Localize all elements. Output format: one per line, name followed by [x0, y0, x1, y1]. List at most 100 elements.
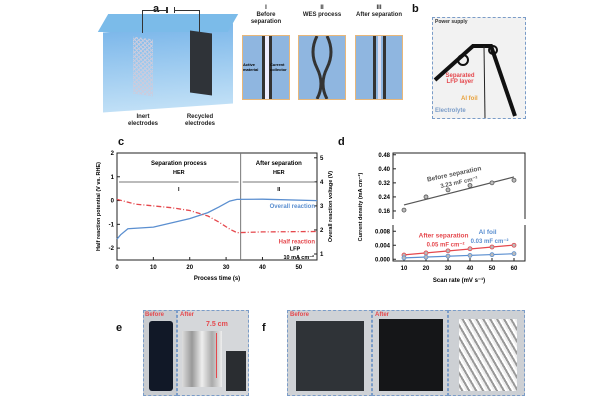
recycled-electrode [190, 30, 212, 96]
photo-f-after: After [372, 310, 448, 396]
legend-overall: Overall reaction [270, 204, 316, 210]
y-tick-label: 0.004 [375, 243, 391, 249]
inert-electrodes-label: Inert electrodes [128, 114, 159, 127]
separated-lfp-label: Separated LFP layer [445, 73, 475, 85]
before-label: Before [290, 312, 310, 318]
data-point [467, 253, 473, 258]
y-tick-label: -2 [109, 246, 115, 252]
plot-frame [392, 152, 526, 262]
y2-tick-label: 1 [320, 252, 324, 258]
data-point [467, 246, 473, 252]
region-number: I [178, 187, 180, 193]
series-capacitance: 0.05 mF cm⁻² [427, 242, 465, 249]
region-subtitle: HER [173, 170, 185, 176]
panel-b-photo: Power supply Separated LFP layer Al foil… [432, 17, 526, 119]
x-tick-label: 50 [295, 265, 302, 271]
data-point [511, 251, 517, 257]
photo-e-after: After 7.5 cm [177, 310, 249, 396]
annotation: 10 mA cm⁻² [283, 254, 314, 261]
after-label: After [375, 312, 390, 318]
panel-d-label: d [338, 136, 345, 148]
series-label: Al foil [479, 229, 497, 236]
electrolyte-label: Electrolyte [435, 108, 466, 114]
data-point [423, 194, 429, 200]
panel-c-label: c [118, 136, 125, 148]
data-point [445, 187, 451, 193]
y-tick-label: 0.16 [378, 209, 390, 215]
data-point [423, 250, 429, 256]
photo-e-before: Before [143, 310, 177, 396]
panel-e-label: e [116, 322, 123, 334]
y-tick-label: 2 [111, 151, 115, 157]
x-axis-label: Scan rate (mV s⁻¹) [433, 277, 485, 284]
fit-line [403, 176, 515, 206]
y-tick-label: 0.48 [378, 153, 390, 159]
x-tick-label: 20 [186, 265, 193, 271]
y2-axis-label: Overall reaction voltage (V) [328, 171, 334, 242]
step-3-title: III After separation [355, 5, 402, 18]
y2-tick-label: 4 [320, 180, 324, 186]
step-1-inset: Active material Current collector [242, 35, 290, 100]
x-tick-label: 40 [467, 266, 474, 272]
series-line [116, 198, 318, 240]
panel-b-label: b [412, 3, 419, 15]
data-point [489, 244, 495, 250]
y-axis-label: Half reaction potential (V vs. RHE) [96, 162, 102, 251]
series-capacitance: 0.03 mF cm⁻² [471, 238, 509, 245]
y-axis-label: Current density (mA cm⁻²) [357, 172, 364, 241]
x-tick-label: 0 [115, 265, 119, 271]
power-supply-label: Power supply [435, 19, 468, 25]
step-3-inset [355, 35, 403, 100]
photo-f-al-foil [448, 310, 525, 396]
panel-f-label: f [262, 322, 266, 334]
before-label: Before [145, 312, 165, 318]
data-point [511, 177, 517, 183]
al-foil-label: Al foil [461, 96, 478, 102]
y2-tick-label: 5 [320, 156, 324, 162]
x-tick-label: 40 [259, 265, 266, 271]
data-point [401, 207, 407, 213]
x-tick-label: 10 [150, 265, 157, 271]
inert-electrode [133, 36, 153, 97]
annotation: LFP [290, 246, 301, 252]
step-1-title: I Before separation [250, 5, 282, 25]
x-tick-label: 30 [223, 265, 230, 271]
x-tick-label: 50 [489, 266, 496, 272]
fit-line [403, 244, 515, 256]
y-tick-label: 0.40 [378, 167, 390, 173]
x-tick-label: 60 [511, 266, 518, 272]
data-point [489, 252, 495, 258]
data-point [511, 242, 517, 248]
region-title: Separation process [151, 161, 207, 167]
x-axis-label: Process time (s) [194, 276, 240, 282]
region-number: II [277, 187, 281, 193]
y-tick-label: 0.32 [378, 181, 390, 187]
region-title: After separation [256, 161, 302, 167]
data-point [401, 255, 407, 261]
y-tick-label: 0 [111, 199, 115, 205]
data-point [423, 254, 429, 260]
data-point [445, 248, 451, 254]
fit-line [403, 253, 515, 259]
series-line [116, 198, 318, 234]
electrolysis-tank [103, 23, 233, 113]
size-label: 7.5 cm [206, 321, 228, 328]
y-tick-label: 0.24 [378, 195, 390, 201]
y2-tick-label: 2 [320, 228, 324, 234]
y-tick-label: 1 [111, 175, 115, 181]
chart-c: 0 10 20 30 40 50 -2 -1 0 1 2 1 2 3 4 5 Process time (s) H… [96, 151, 334, 282]
data-point [445, 253, 451, 259]
wire [142, 10, 200, 33]
data-point [467, 183, 473, 188]
step-2-title: II WES process [302, 5, 342, 18]
x-tick-label: 30 [445, 266, 452, 272]
axis-break [390, 219, 528, 225]
chart-d: 0.16 0.24 0.32 0.40 0.48 0.000 0.004 0.008 10 20 3… [357, 152, 528, 284]
region-subtitle: HER [273, 170, 285, 176]
current-collector-label: Current collector [270, 62, 287, 72]
legend-half: Half reaction [279, 239, 316, 245]
y2-tick-label: 3 [320, 204, 324, 210]
y-tick-label: 0.008 [375, 229, 391, 235]
plot-frame [116, 152, 318, 261]
battery-icon [166, 7, 175, 13]
